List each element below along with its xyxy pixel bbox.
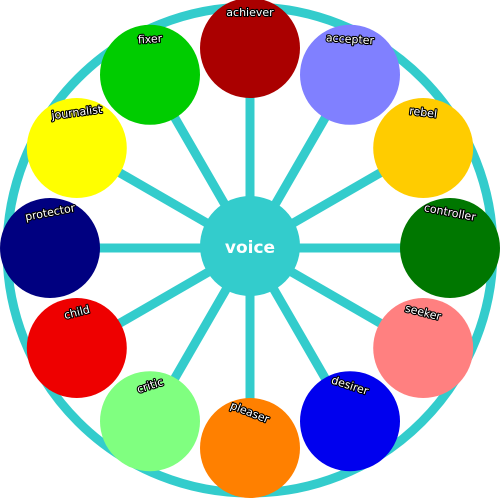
node-circle-protector — [0, 198, 100, 298]
hub-circle — [200, 196, 300, 296]
node-circle-critic — [100, 371, 200, 472]
node-circle-child — [26, 298, 127, 398]
node-circle-fixer — [100, 24, 200, 125]
hub-label: voice — [225, 238, 275, 258]
node-label-rebel: rebel — [409, 104, 438, 120]
node-circle-accepter — [300, 24, 400, 125]
node-circle-seeker — [373, 298, 474, 398]
node-label-accepter: accepter — [326, 31, 375, 47]
node-circle-rebel — [373, 98, 474, 198]
node-circle-journalist — [26, 98, 127, 198]
node-circle-controller — [400, 198, 500, 298]
node-circle-pleaser — [200, 398, 300, 498]
node-label-fixer: fixer — [137, 32, 163, 47]
node-label-achiever: achiever — [226, 6, 274, 19]
node-circle-desirer — [300, 371, 400, 472]
node-circle-achiever — [200, 0, 300, 98]
